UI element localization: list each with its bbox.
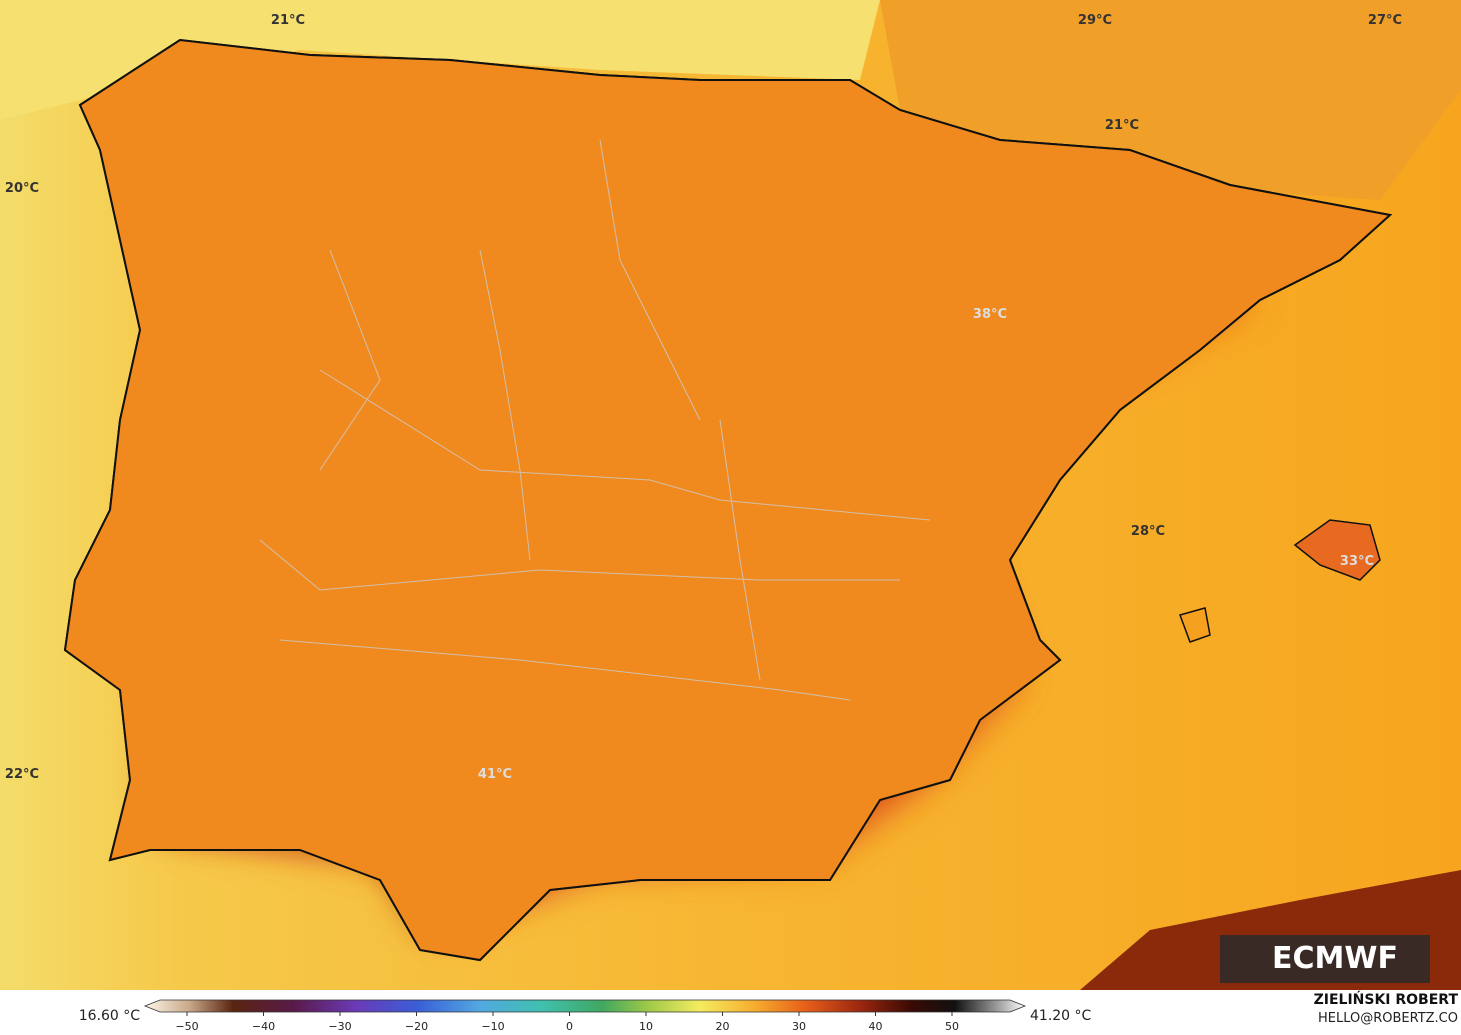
logo: ECMWF	[1272, 941, 1398, 976]
temperature-label: 21°C	[1105, 118, 1139, 133]
website: HELLO@ROBERTZ.CO	[1318, 1011, 1458, 1026]
bay-of-biscay	[0, 0, 880, 120]
temperature-label: 22°C	[5, 767, 39, 782]
mallorca	[1293, 519, 1381, 581]
temperature-label: 21°C	[271, 13, 305, 28]
colorbar-tick-label: 10	[639, 1020, 653, 1033]
colorbar-tick-label: −10	[481, 1020, 504, 1033]
logo-box	[1220, 935, 1430, 983]
temperature-label: 20°C	[5, 181, 39, 196]
colorbar	[143, 999, 1027, 1013]
colorbar-tick-label: 40	[869, 1020, 883, 1033]
map	[0, 0, 1461, 990]
colorbar-tick-label: −50	[175, 1020, 198, 1033]
colorbar-min: 16.60 °C	[79, 1008, 141, 1024]
temperature-label: 28°C	[1131, 524, 1165, 539]
footer	[0, 990, 1461, 1035]
region-borders	[259, 139, 931, 701]
temperature-label: 33°C	[1340, 554, 1374, 569]
temperature-label: 38°C	[973, 307, 1007, 322]
colorbar-tick-label: 20	[716, 1020, 730, 1033]
colorbar-tick-label: −30	[328, 1020, 351, 1033]
temperature-label: 29°C	[1078, 13, 1112, 28]
france	[880, 0, 1461, 200]
colorbar-tick-label: −40	[252, 1020, 275, 1033]
author: ZIELIŃSKI ROBERT	[1314, 990, 1459, 1008]
temperature-label: 27°C	[1368, 13, 1402, 28]
colorbar-tick-label: −20	[405, 1020, 428, 1033]
colorbar-tick-label: 30	[792, 1020, 806, 1033]
colorbar-tick-label: 0	[566, 1020, 573, 1033]
colorbar-max: 41.20 °C	[1030, 1008, 1092, 1024]
ibiza	[1179, 607, 1211, 643]
colorbar-tick-label: 50	[945, 1020, 959, 1033]
temperature-label: 41°C	[478, 767, 512, 782]
